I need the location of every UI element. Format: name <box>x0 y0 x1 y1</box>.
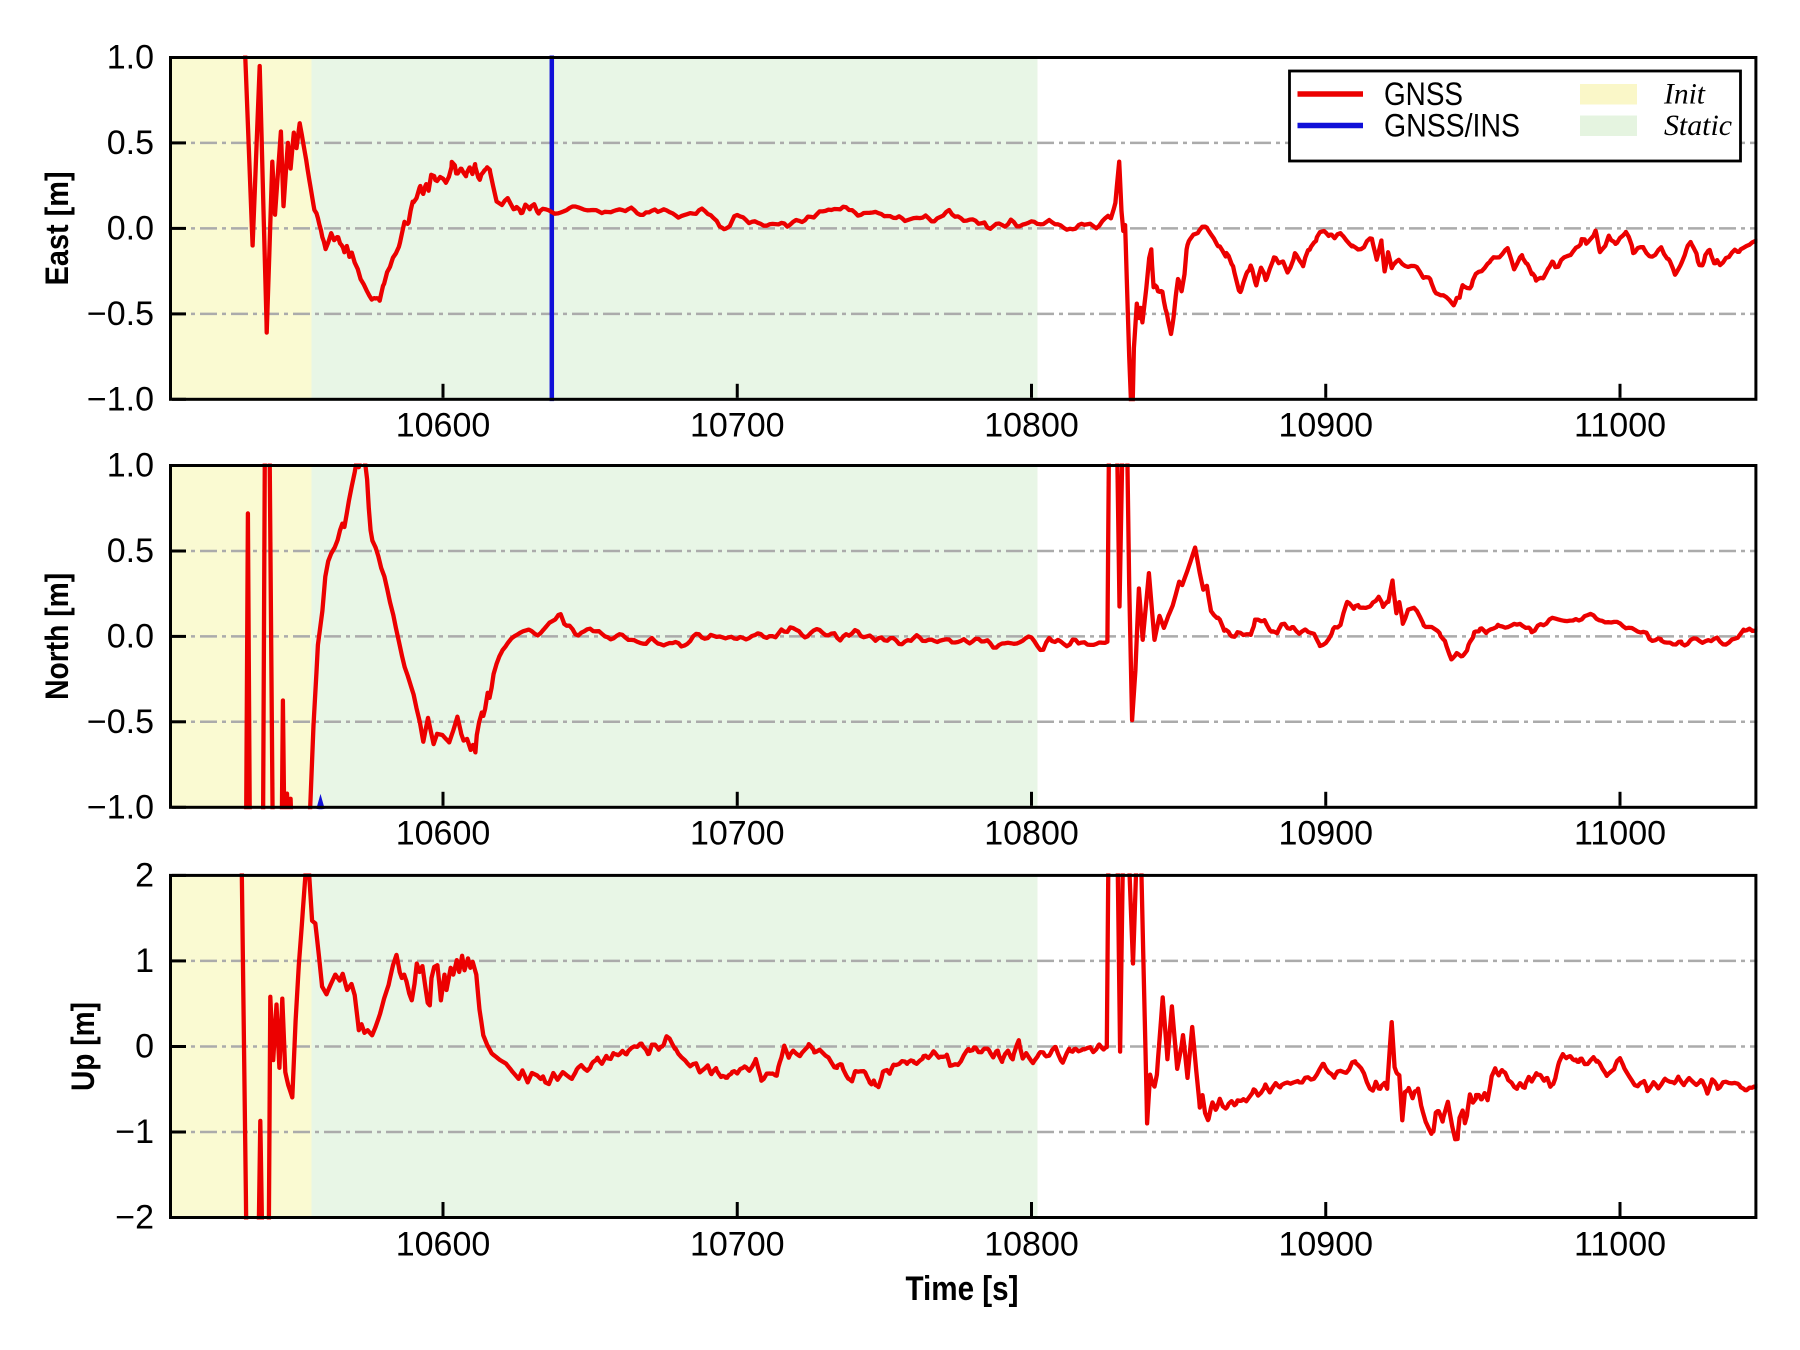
svg-text:10600: 10600 <box>396 406 491 444</box>
svg-text:11000: 11000 <box>1574 406 1666 444</box>
svg-text:Static: Static <box>1664 109 1732 142</box>
svg-text:0.0: 0.0 <box>107 209 154 247</box>
svg-text:1.0: 1.0 <box>107 447 154 485</box>
svg-text:−1: −1 <box>115 1113 154 1151</box>
svg-text:GNSS/INS: GNSS/INS <box>1384 108 1520 144</box>
svg-text:Time [s]: Time [s] <box>906 1270 1019 1308</box>
svg-text:−1.0: −1.0 <box>87 788 154 826</box>
svg-text:10600: 10600 <box>396 814 491 852</box>
svg-text:−2: −2 <box>115 1199 154 1237</box>
svg-text:Init: Init <box>1663 78 1706 111</box>
svg-text:10900: 10900 <box>1278 814 1373 852</box>
svg-text:10800: 10800 <box>984 1226 1079 1264</box>
svg-text:10700: 10700 <box>690 1226 785 1264</box>
svg-text:1: 1 <box>135 942 154 980</box>
svg-text:11000: 11000 <box>1574 814 1666 852</box>
svg-text:−1.0: −1.0 <box>87 380 154 418</box>
svg-text:GNSS: GNSS <box>1384 76 1463 112</box>
svg-text:0.0: 0.0 <box>107 617 154 655</box>
svg-text:−0.5: −0.5 <box>87 703 154 741</box>
svg-text:10800: 10800 <box>984 814 1079 852</box>
svg-text:East [m]: East [m] <box>39 171 75 285</box>
svg-text:North [m]: North [m] <box>39 573 75 700</box>
svg-text:1.0: 1.0 <box>107 39 154 77</box>
svg-text:10900: 10900 <box>1278 406 1373 444</box>
svg-text:10600: 10600 <box>396 1226 491 1264</box>
svg-text:10900: 10900 <box>1278 1226 1373 1264</box>
svg-text:Up [m]: Up [m] <box>65 1002 101 1091</box>
svg-text:10800: 10800 <box>984 406 1079 444</box>
svg-text:0.5: 0.5 <box>107 532 154 570</box>
svg-text:0: 0 <box>135 1028 154 1066</box>
svg-text:10700: 10700 <box>690 814 785 852</box>
svg-text:10700: 10700 <box>690 406 785 444</box>
svg-text:0.5: 0.5 <box>107 124 154 162</box>
svg-text:−0.5: −0.5 <box>87 295 154 333</box>
svg-text:11000: 11000 <box>1574 1226 1666 1264</box>
svg-text:2: 2 <box>135 856 154 894</box>
